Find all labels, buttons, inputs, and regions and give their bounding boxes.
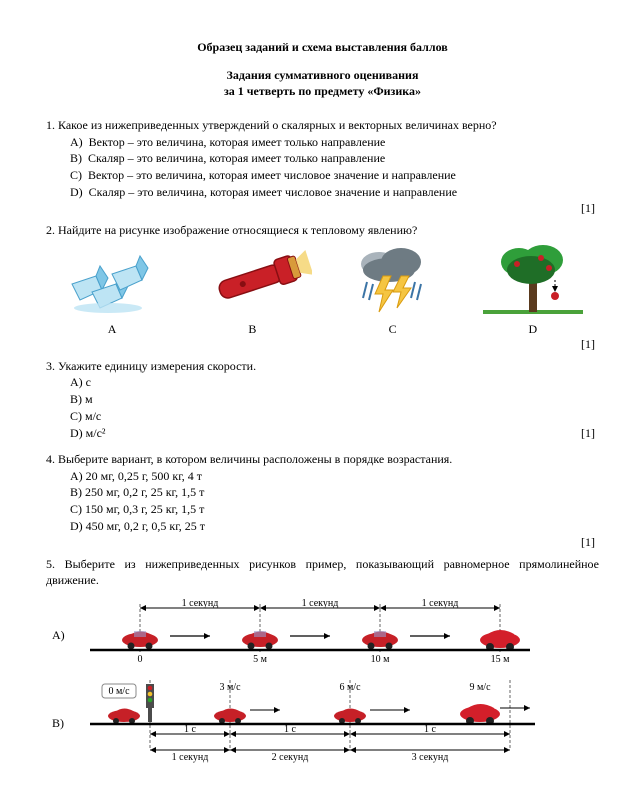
- q3-opt-d: D) м/с²: [70, 425, 539, 442]
- traffic-light-icon: [146, 684, 154, 722]
- apple-tree-icon: [483, 242, 583, 318]
- storm-cloud-icon: [343, 242, 443, 318]
- q3-opt-a: A) с: [70, 374, 599, 391]
- q2-image-a: [46, 242, 178, 318]
- q5-lane-b-label: B): [52, 716, 80, 731]
- laneB-1c-3: 1 c: [424, 724, 437, 735]
- q3-text: 3. Укажите единицу измерения скорости.: [46, 358, 599, 374]
- q3-num: 3.: [46, 359, 55, 373]
- q3-opt-c: C) м/с: [70, 408, 599, 425]
- q2-label-c: C: [327, 322, 459, 337]
- q4-score: [1]: [46, 535, 599, 550]
- q5-num: 5.: [46, 557, 55, 571]
- q2-image-d: [467, 242, 599, 318]
- laneA-int2: 1 секунд: [302, 598, 339, 609]
- ice-cubes-icon: [62, 244, 162, 316]
- page-subtitle: Задания суммативного оценивания за 1 чет…: [46, 67, 599, 99]
- laneB-speed3: 9 м/с: [469, 682, 491, 693]
- q2-image-c: [327, 242, 459, 318]
- q1-opt-c: C) Вектор – это величина, которая имеет …: [70, 167, 599, 184]
- q4-text: 4. Выберите вариант, в котором величины …: [46, 451, 599, 467]
- q2-score: [1]: [46, 337, 599, 352]
- q2-label-a: A: [46, 322, 178, 337]
- laneB-speed2: 6 м/с: [339, 682, 361, 693]
- laneA-int3: 1 секунд: [422, 598, 459, 609]
- q5-text: 5. Выберите из нижеприведенных рисунков …: [46, 556, 599, 588]
- laneA-tick1: 5 м: [253, 654, 268, 665]
- q1-score: [1]: [46, 201, 599, 216]
- q5-lane-a-diagram: 1 секунд 1 секунд 1 секунд: [80, 598, 599, 672]
- laneB-seg3: 3 секунд: [412, 752, 449, 763]
- q1-opt-b: B) Скаляр – это величина, которая имеет …: [70, 150, 599, 167]
- laneA-tick3: 15 м: [491, 654, 511, 665]
- q4-opt-b: B) 250 мг, 0,2 г, 25 кг, 1,5 т: [70, 484, 599, 501]
- subtitle-line2: за 1 четверть по предмету «Физика»: [224, 84, 421, 98]
- q1-text: 1. Какое из нижеприведенных утверждений …: [46, 117, 599, 133]
- q4-opt-c: C) 150 мг, 0,3 г, 25 кг, 1,5 т: [70, 501, 599, 518]
- q1-opt-a: A) Вектор – это величина, которая имеет …: [70, 134, 599, 151]
- laneB-seg2: 2 секунд: [272, 752, 309, 763]
- q2-label-b: B: [186, 322, 318, 337]
- laneA-int1: 1 секунд: [182, 598, 219, 609]
- q3-opt-b: B) м: [70, 391, 599, 408]
- laneB-1c-2: 1 c: [284, 724, 297, 735]
- q2-image-b: [186, 242, 318, 318]
- q2-text: 2. Найдите на рисунке изображение относя…: [46, 222, 599, 238]
- q3-score: [1]: [539, 425, 599, 442]
- q4-opt-a: A) 20 мг, 0,25 г, 500 кг, 4 т: [70, 468, 599, 485]
- flashlight-icon: [192, 244, 312, 316]
- q4-num: 4.: [46, 452, 55, 466]
- q1-num: 1.: [46, 118, 55, 132]
- laneA-tick2: 10 м: [371, 654, 391, 665]
- q5-lane-b-diagram: 0 м/с 3 м/с 6 м/с 9 м/с: [80, 678, 599, 768]
- q2-label-d: D: [467, 322, 599, 337]
- q1-opt-d: D) Скаляр – это величина, которая имеет …: [70, 184, 599, 201]
- page-title: Образец заданий и схема выставления балл…: [46, 40, 599, 55]
- laneB-1c-1: 1 c: [184, 724, 197, 735]
- laneA-tick0: 0: [138, 654, 143, 665]
- q2-num: 2.: [46, 223, 55, 237]
- laneB-speed0: 0 м/с: [108, 686, 130, 697]
- q5-lane-a-label: A): [52, 628, 80, 643]
- subtitle-line1: Задания суммативного оценивания: [227, 68, 419, 82]
- q4-opt-d: D) 450 мг, 0,2 г, 0,5 кг, 25 т: [70, 518, 599, 535]
- laneB-speed1: 3 м/с: [219, 682, 241, 693]
- laneB-seg1: 1 секунд: [172, 752, 209, 763]
